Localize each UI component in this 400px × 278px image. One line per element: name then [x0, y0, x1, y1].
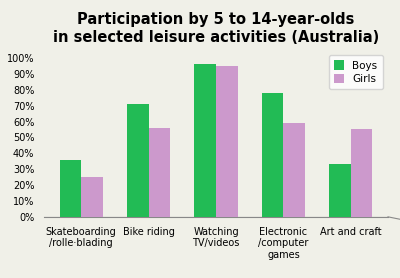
Bar: [351, 130, 372, 217]
Bar: [127, 104, 148, 217]
Legend: Boys, Girls: Boys, Girls: [328, 55, 383, 89]
Bar: [194, 64, 216, 217]
Bar: [81, 177, 103, 217]
Title: Participation by 5 to 14-year-olds
in selected leisure activities (Australia): Participation by 5 to 14-year-olds in se…: [53, 12, 379, 45]
Bar: [148, 128, 170, 217]
Bar: [60, 160, 81, 217]
Bar: [216, 66, 238, 217]
Bar: [262, 93, 284, 217]
Bar: [329, 164, 351, 217]
Bar: [284, 123, 305, 217]
